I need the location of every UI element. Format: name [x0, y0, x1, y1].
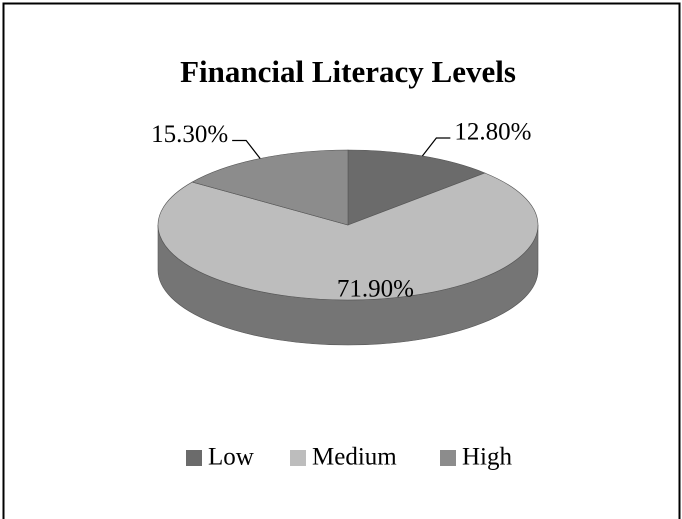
legend-swatch: [440, 450, 456, 466]
leader-line: [421, 137, 451, 157]
data-label: 15.30%: [151, 121, 228, 148]
data-label: 71.90%: [337, 275, 414, 302]
leader-line: [232, 139, 261, 159]
legend-label: High: [462, 444, 513, 471]
legend-swatch: [186, 450, 202, 466]
chart-title: Financial Literacy Levels: [180, 54, 516, 89]
legend-label: Medium: [312, 444, 397, 471]
pie-slice: [157, 172, 539, 301]
legend-swatch: [290, 450, 306, 466]
pie-slice: [191, 149, 349, 226]
data-label: 12.80%: [454, 119, 531, 146]
legend-label: Low: [208, 444, 254, 471]
